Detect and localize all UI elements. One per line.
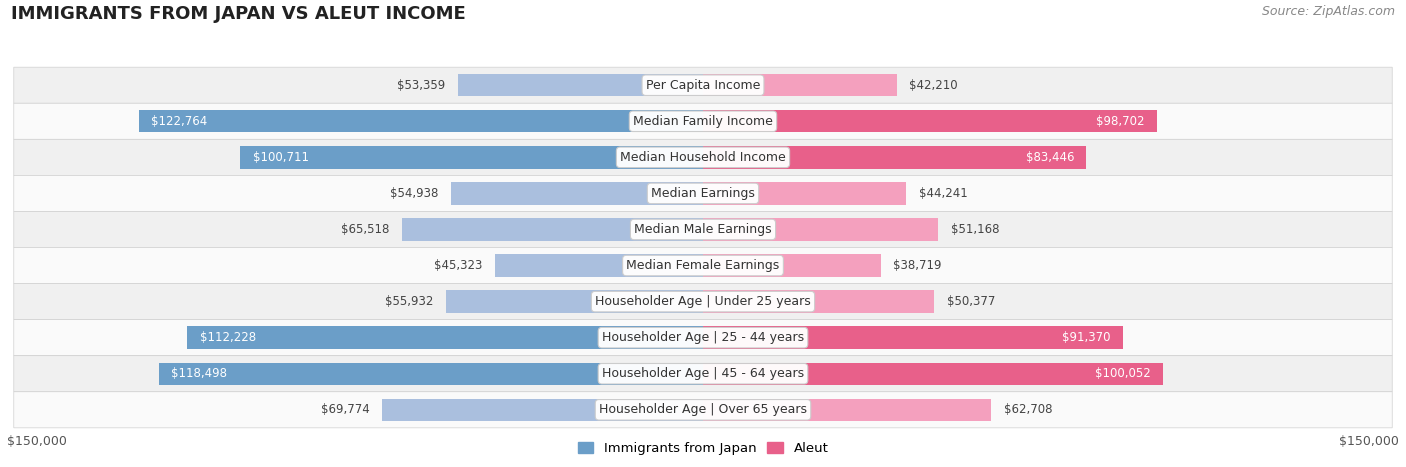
Text: $69,774: $69,774 — [321, 403, 370, 416]
Bar — [495, 255, 703, 277]
Bar — [240, 146, 703, 169]
Text: Median Household Income: Median Household Income — [620, 151, 786, 164]
Text: $51,168: $51,168 — [950, 223, 1000, 236]
Text: $45,323: $45,323 — [434, 259, 482, 272]
Bar — [703, 218, 938, 241]
Text: $150,000: $150,000 — [7, 435, 67, 448]
Bar — [703, 182, 907, 205]
FancyBboxPatch shape — [14, 212, 1392, 248]
Text: IMMIGRANTS FROM JAPAN VS ALEUT INCOME: IMMIGRANTS FROM JAPAN VS ALEUT INCOME — [11, 5, 465, 23]
Bar — [703, 110, 1157, 133]
Text: Median Male Earnings: Median Male Earnings — [634, 223, 772, 236]
Text: $122,764: $122,764 — [152, 115, 208, 128]
Bar — [703, 399, 991, 421]
Text: $100,711: $100,711 — [253, 151, 309, 164]
Text: $62,708: $62,708 — [1004, 403, 1052, 416]
Bar — [382, 399, 703, 421]
Text: $55,932: $55,932 — [385, 295, 433, 308]
Bar — [703, 74, 897, 96]
Text: $54,938: $54,938 — [389, 187, 439, 200]
FancyBboxPatch shape — [14, 392, 1392, 428]
Text: $112,228: $112,228 — [200, 331, 256, 344]
FancyBboxPatch shape — [14, 248, 1392, 283]
Text: $44,241: $44,241 — [918, 187, 967, 200]
Bar — [450, 182, 703, 205]
Bar — [159, 362, 703, 385]
Bar — [703, 290, 935, 313]
Text: $42,210: $42,210 — [910, 79, 957, 92]
FancyBboxPatch shape — [14, 283, 1392, 319]
Bar — [446, 290, 703, 313]
FancyBboxPatch shape — [14, 103, 1392, 139]
Bar — [703, 326, 1123, 349]
Text: Source: ZipAtlas.com: Source: ZipAtlas.com — [1261, 5, 1395, 18]
Text: Householder Age | Over 65 years: Householder Age | Over 65 years — [599, 403, 807, 416]
Bar — [703, 146, 1087, 169]
Text: Householder Age | 25 - 44 years: Householder Age | 25 - 44 years — [602, 331, 804, 344]
Text: Median Female Earnings: Median Female Earnings — [627, 259, 779, 272]
Text: Householder Age | 45 - 64 years: Householder Age | 45 - 64 years — [602, 367, 804, 380]
Text: Median Family Income: Median Family Income — [633, 115, 773, 128]
Text: $91,370: $91,370 — [1062, 331, 1111, 344]
Bar — [187, 326, 703, 349]
Text: $150,000: $150,000 — [1339, 435, 1399, 448]
Text: $98,702: $98,702 — [1095, 115, 1144, 128]
Text: $50,377: $50,377 — [946, 295, 995, 308]
Text: $53,359: $53,359 — [396, 79, 446, 92]
Bar — [458, 74, 703, 96]
Text: $118,498: $118,498 — [172, 367, 226, 380]
Text: $65,518: $65,518 — [342, 223, 389, 236]
Bar — [703, 362, 1163, 385]
Bar — [402, 218, 703, 241]
FancyBboxPatch shape — [14, 176, 1392, 212]
Text: Median Earnings: Median Earnings — [651, 187, 755, 200]
FancyBboxPatch shape — [14, 356, 1392, 392]
Bar — [139, 110, 703, 133]
FancyBboxPatch shape — [14, 67, 1392, 103]
Text: $38,719: $38,719 — [893, 259, 942, 272]
Text: Per Capita Income: Per Capita Income — [645, 79, 761, 92]
Text: $83,446: $83,446 — [1025, 151, 1074, 164]
FancyBboxPatch shape — [14, 139, 1392, 176]
Text: Householder Age | Under 25 years: Householder Age | Under 25 years — [595, 295, 811, 308]
FancyBboxPatch shape — [14, 319, 1392, 356]
Text: $100,052: $100,052 — [1094, 367, 1150, 380]
Bar — [703, 255, 882, 277]
Legend: Immigrants from Japan, Aleut: Immigrants from Japan, Aleut — [572, 437, 834, 460]
